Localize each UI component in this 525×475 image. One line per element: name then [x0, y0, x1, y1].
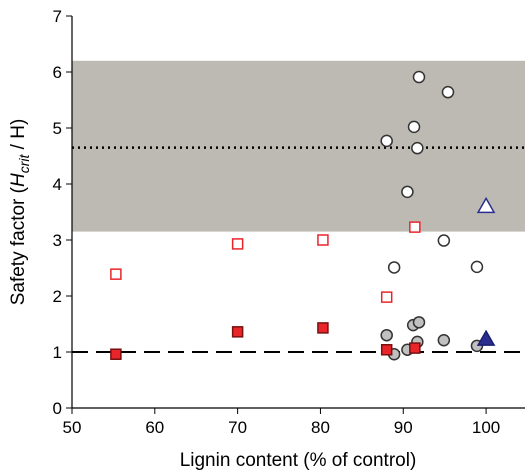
point	[317, 322, 329, 334]
x-tick-label: 100	[472, 418, 500, 437]
point	[380, 134, 393, 148]
point	[412, 70, 426, 84]
point	[441, 85, 455, 99]
y-tick-label: 6	[53, 63, 62, 82]
point	[476, 196, 496, 214]
x-tick-label: 80	[311, 418, 330, 437]
point	[387, 261, 401, 274]
y-label-part: Safety factor (	[8, 186, 29, 305]
point	[476, 329, 496, 346]
y-tick-label: 2	[53, 287, 62, 306]
point	[412, 316, 426, 329]
point	[231, 238, 244, 250]
shaded-band	[72, 60, 525, 232]
x-tick-label: 70	[228, 418, 247, 437]
y-tick-label: 5	[53, 119, 62, 138]
x-tick-label: 50	[63, 418, 82, 437]
y-tick-label: 4	[53, 175, 62, 194]
y-tick-label: 1	[53, 343, 62, 362]
point	[470, 260, 484, 274]
y-axis-label: Safety factor (Hcrit / H)	[8, 119, 32, 306]
y-tick-label: 3	[53, 231, 62, 250]
point	[231, 326, 244, 338]
y-label-part: H	[8, 173, 29, 187]
point	[437, 333, 451, 347]
y-tick-label: 7	[53, 7, 62, 26]
x-tick-label: 90	[394, 418, 413, 437]
x-tick-label: 60	[145, 418, 164, 437]
point	[437, 234, 451, 247]
point	[407, 120, 421, 134]
point	[380, 328, 393, 342]
point	[110, 268, 122, 280]
y-label-part: crit	[16, 154, 32, 174]
point	[409, 221, 421, 233]
y-tick-label: 0	[53, 399, 62, 418]
point	[110, 348, 122, 360]
point	[409, 342, 421, 354]
point	[380, 344, 393, 356]
y-label-part: / H)	[8, 119, 29, 155]
point	[380, 291, 393, 303]
point	[411, 141, 424, 155]
point	[317, 234, 329, 246]
x-axis-label: Lignin content (% of control)	[180, 450, 417, 471]
point	[401, 185, 414, 199]
